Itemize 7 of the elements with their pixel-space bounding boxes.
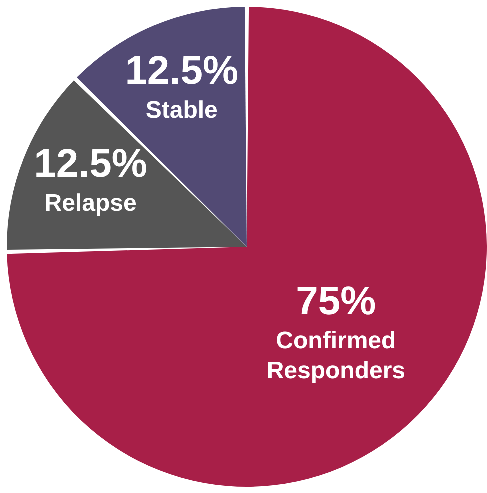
data-label: 75%	[296, 279, 376, 324]
pie-slice	[7, 7, 487, 487]
data-label: 12.5%	[34, 142, 148, 186]
slice-label: Confirmed Responders	[266, 327, 406, 384]
slice-label: Relapse	[44, 190, 137, 218]
data-label: 12.5%	[125, 49, 239, 94]
slice-label: Stable	[146, 97, 218, 124]
